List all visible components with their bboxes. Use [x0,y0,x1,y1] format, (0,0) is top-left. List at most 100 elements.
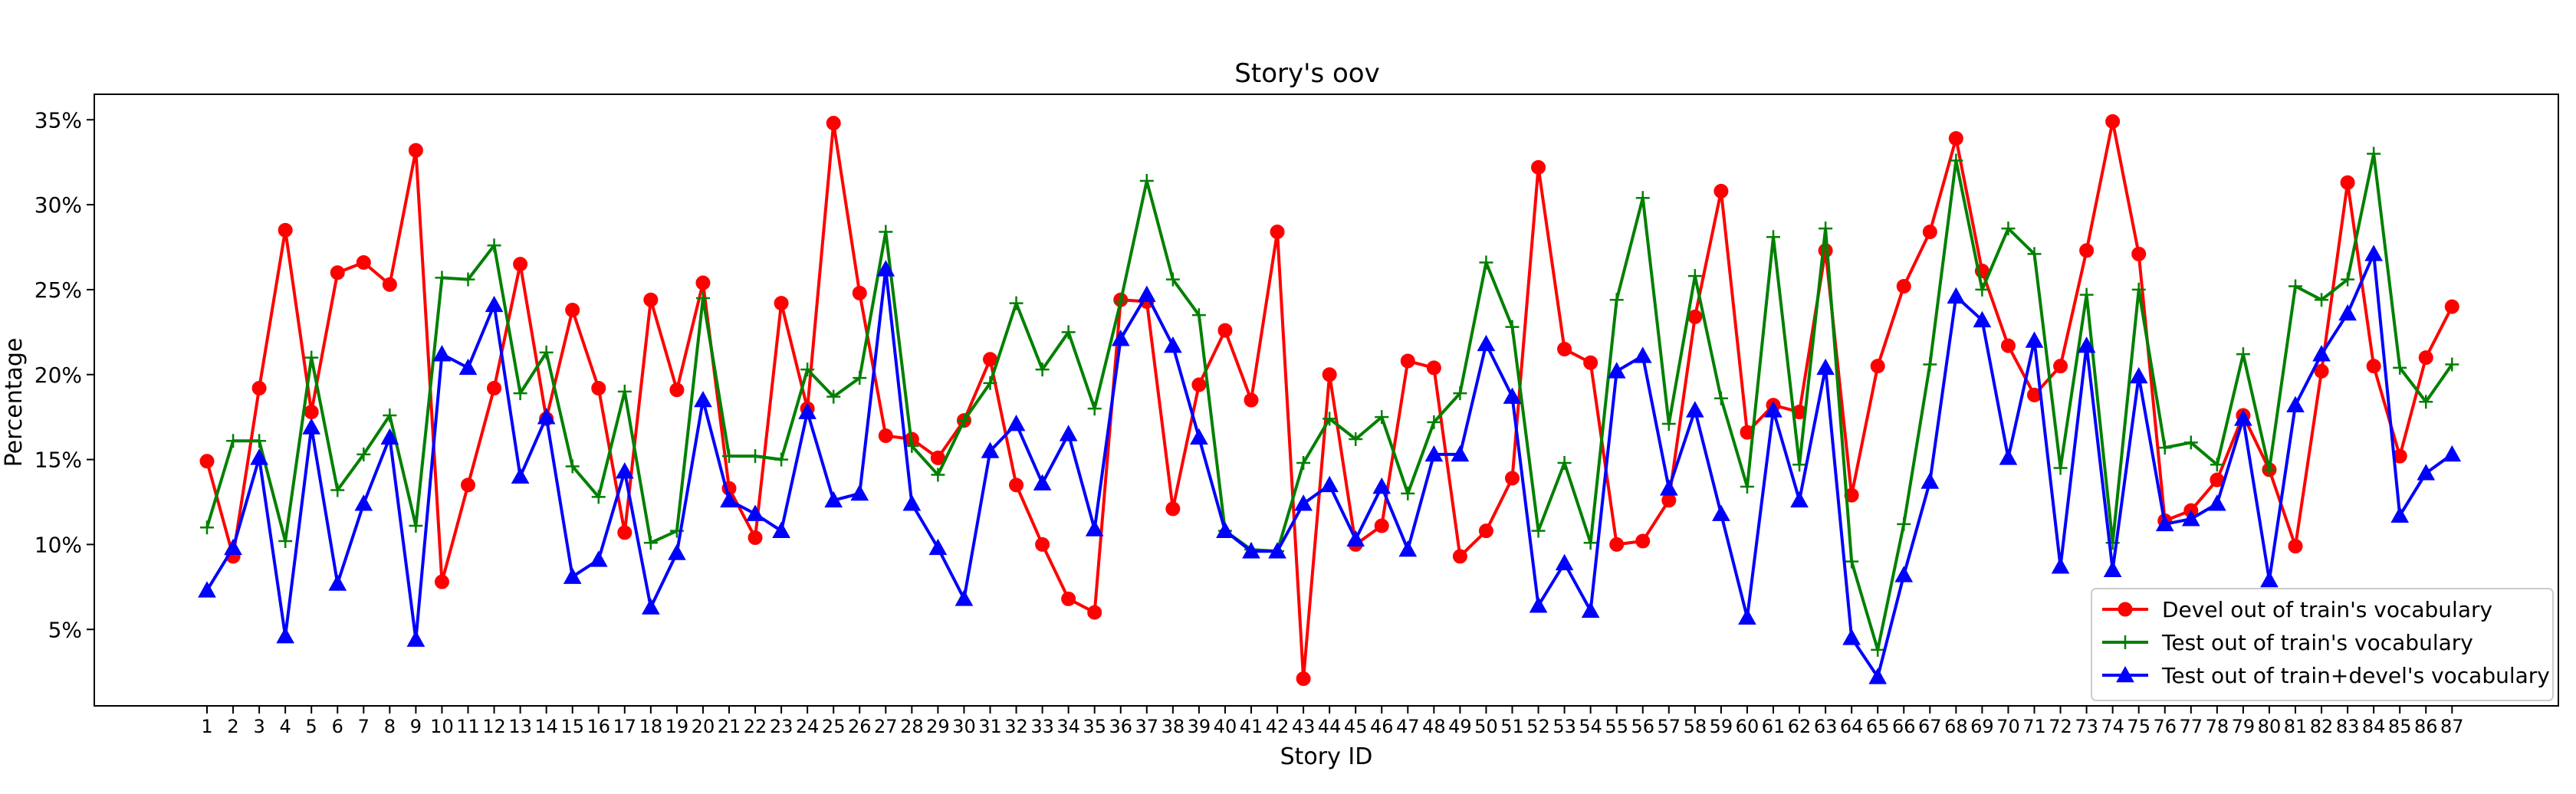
data-point-circle [2131,246,2147,261]
data-point-circle [1217,323,1233,338]
data-point-triangle [1398,540,1418,557]
x-tick-label: 12 [482,716,506,737]
x-tick-label: 15 [560,716,584,737]
data-point-triangle [1242,542,1260,559]
x-tick-label: 87 [2440,716,2464,737]
y-tick-label: 30% [34,192,82,218]
x-tick-label: 52 [1526,716,1550,737]
data-point-plus [1009,296,1024,310]
data-point-triangle [746,504,764,521]
data-point-plus [1871,642,1885,657]
data-point-triangle [1712,504,1730,521]
data-point-circle [304,405,319,420]
data-point-circle [487,380,502,395]
data-point-plus [774,452,789,467]
data-point-triangle [2051,557,2070,574]
data-point-circle [1714,183,1729,198]
data-point-triangle [276,627,294,644]
data-point-triangle [928,538,948,556]
data-point-triangle [642,598,660,615]
data-point-plus [1139,174,1154,189]
data-point-circle [1896,278,1911,294]
data-point-plus [304,350,319,365]
x-tick-label: 86 [2414,716,2438,737]
x-tick-label: 84 [2362,716,2386,737]
x-tick-label: 18 [639,716,663,737]
x-tick-label: 44 [1318,716,1342,737]
data-point-circle [695,275,711,290]
x-tick-label: 43 [1292,716,1316,737]
data-point-plus [2393,360,2407,375]
x-tick-label: 1 [201,716,212,737]
data-point-circle [1948,131,1963,146]
data-point-circle [1400,353,1415,369]
data-point-plus [252,434,267,448]
x-tick-label: 41 [1240,716,1263,737]
data-point-triangle [1686,401,1704,418]
x-tick-label: 22 [744,716,767,737]
data-point-plus [2367,146,2381,161]
x-tick-label: 78 [2206,716,2229,737]
x-tick-label: 35 [1083,716,1106,737]
data-point-triangle [1659,479,1678,496]
data-point-circle [2418,350,2433,366]
data-point-triangle [720,491,738,508]
x-tick-label: 32 [1004,716,1028,737]
x-tick-label: 39 [1188,716,1211,737]
data-point-circle [878,428,893,444]
data-point-triangle [2390,506,2410,523]
data-point-triangle [876,260,895,277]
x-tick-label: 31 [978,716,1002,737]
x-tick-label: 50 [1474,716,1498,737]
data-point-triangle [2260,570,2279,588]
x-tick-label: 28 [900,716,924,737]
data-point-circle [1922,225,1937,240]
data-point-plus [905,438,919,453]
x-tick-label: 9 [410,716,422,737]
data-point-triangle [432,345,452,362]
data-point-circle [669,382,685,398]
plot-frame [94,94,2559,707]
data-point-triangle [380,428,399,445]
x-tick-label: 55 [1605,716,1628,737]
data-point-plus [2288,279,2302,294]
data-point-circle [1087,605,1102,620]
data-point-triangle [1842,628,1861,645]
x-tick-label: 45 [1344,716,1368,737]
data-point-plus [435,271,449,285]
x-tick-label: 19 [665,716,689,737]
data-point-circle [1583,355,1598,370]
x-tick-label: 63 [1814,716,1838,737]
data-point-plus [748,449,763,464]
x-tick-label: 57 [1658,716,1681,737]
data-point-triangle [224,538,242,556]
x-tick-label: 21 [718,716,741,737]
data-point-plus [1923,357,1937,372]
data-point-plus [2079,287,2094,302]
data-point-triangle [1033,474,1052,491]
data-point-circle [2079,243,2095,258]
data-point-circle [2444,299,2459,314]
data-point-plus [1505,320,1520,334]
data-point-circle [1165,501,1181,517]
x-tick-label: 5 [306,716,317,737]
data-point-triangle [2103,560,2122,577]
data-point-plus [1687,269,1702,284]
data-point-triangle [1007,415,1026,431]
x-tick-label: 73 [2075,716,2098,737]
data-point-plus [1740,480,1754,494]
x-tick-label: 17 [613,716,637,737]
x-tick-label: 30 [952,716,976,737]
x-tick-label: 6 [332,716,343,737]
data-point-triangle [2181,510,2200,527]
data-point-plus [879,225,893,239]
x-tick-label: 24 [796,716,820,737]
data-point-triangle [1477,334,1496,352]
data-point-plus [1401,486,1415,500]
data-point-plus [853,371,867,386]
data-point-triangle [1451,445,1470,462]
x-tick-label: 56 [1631,716,1654,737]
y-tick-label: 35% [34,107,82,133]
data-point-plus [539,345,554,359]
data-point-plus [2262,462,2276,477]
